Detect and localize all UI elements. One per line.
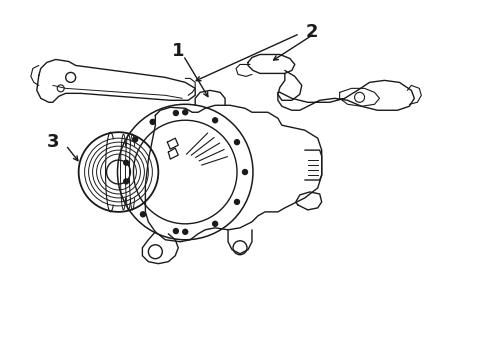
Circle shape (141, 212, 146, 217)
Circle shape (213, 118, 218, 123)
Text: 2: 2 (305, 23, 318, 41)
Text: 1: 1 (172, 41, 185, 59)
Circle shape (173, 111, 178, 116)
Circle shape (123, 179, 129, 184)
Circle shape (183, 229, 188, 234)
Circle shape (123, 160, 129, 165)
Circle shape (133, 137, 138, 142)
Text: 3: 3 (47, 133, 59, 151)
Circle shape (213, 221, 218, 226)
Circle shape (235, 199, 240, 204)
Circle shape (243, 170, 247, 175)
Circle shape (183, 110, 188, 115)
Circle shape (235, 140, 240, 145)
Circle shape (150, 120, 155, 125)
Circle shape (173, 229, 178, 234)
